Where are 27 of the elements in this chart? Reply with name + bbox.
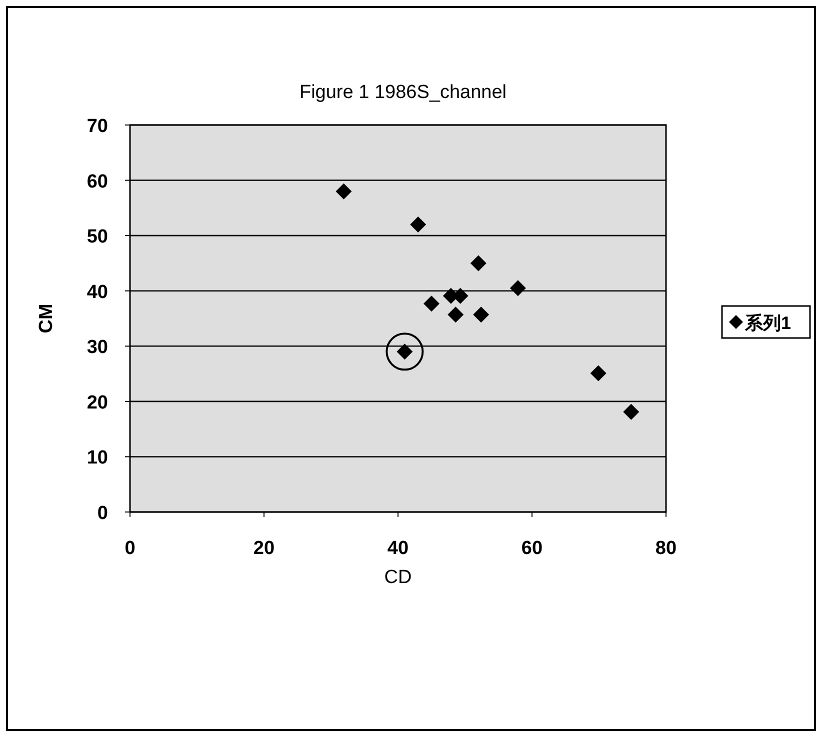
point [410,216,426,233]
x-axis-title: CD [384,567,412,588]
x-tick-label: 60 [521,538,543,559]
legend: 系列1 [721,305,811,339]
y-tick-label: 30 [86,337,108,358]
y-axis-title: CM [36,304,57,334]
y-tick-label: 50 [86,226,108,248]
y-tick-label: 40 [86,282,108,303]
y-tick-label: 70 [86,116,108,137]
point [470,255,486,272]
x-tick-label: 0 [124,538,136,559]
point [510,280,526,296]
y-tick-label: 60 [86,171,108,192]
point [623,404,640,420]
x-tick-label: 20 [253,538,275,559]
point [336,183,352,200]
point [590,365,606,382]
point [473,306,490,323]
legend-label: 系列1 [744,313,792,333]
y-tick-label: 0 [97,503,108,524]
x-tick-label: 40 [387,538,409,559]
point [424,296,440,312]
y-tick-label: 10 [86,448,108,469]
y-tick-label: 20 [86,392,108,414]
x-tick-label: 80 [655,538,677,559]
chart-title: Figure 1 1986S_channel [299,82,507,103]
point [448,306,464,323]
